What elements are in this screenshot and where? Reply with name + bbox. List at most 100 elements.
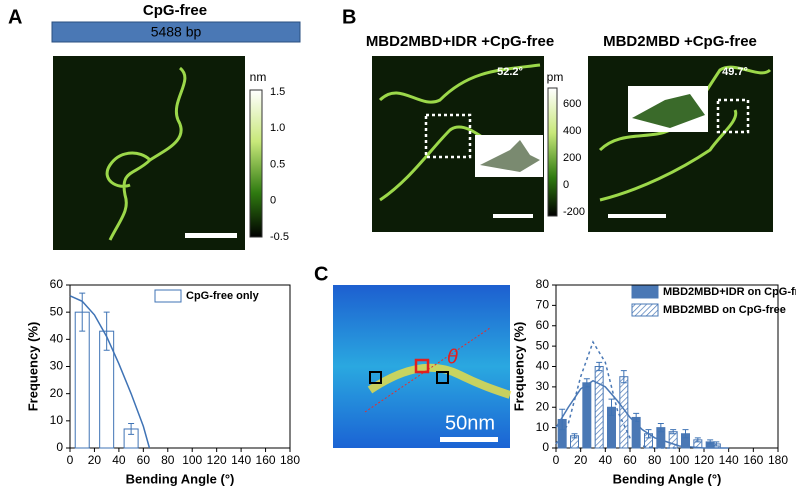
colorbar-label: 0 xyxy=(563,179,569,191)
x-tick-label: 120 xyxy=(207,453,227,467)
error-bar xyxy=(657,423,664,433)
error-bar xyxy=(620,370,627,384)
x-tick-label: 100 xyxy=(669,453,689,467)
error-bar xyxy=(128,423,135,435)
vertex-box xyxy=(436,371,449,384)
fit-curve xyxy=(555,379,729,449)
error-bar xyxy=(682,429,689,439)
guide-line xyxy=(364,327,491,413)
x-tick-label: 160 xyxy=(743,453,763,467)
x-tick-label: 60 xyxy=(137,453,151,467)
y-axis-label: Frequency (%) xyxy=(511,322,526,412)
x-tick-label: 0 xyxy=(553,453,560,467)
colorbar-label: 1.5 xyxy=(270,86,285,98)
legend-label: CpG-free only xyxy=(186,290,260,302)
y-tick-label: 30 xyxy=(50,359,64,373)
x-tick-label: 120 xyxy=(694,453,714,467)
x-tick-label: 20 xyxy=(88,453,102,467)
x-tick-label: 140 xyxy=(719,453,739,467)
dna-strand xyxy=(367,363,512,399)
unit: pm xyxy=(547,70,564,84)
length: 5488 bp xyxy=(151,24,202,40)
y-tick-label: 60 xyxy=(536,318,550,332)
legend-label: MBD2MBD on CpG-free xyxy=(663,304,786,316)
x-tick-label: 60 xyxy=(623,453,637,467)
y-tick-label: 10 xyxy=(536,420,550,434)
y-axis-label: Frequency (%) xyxy=(25,322,40,412)
bar xyxy=(74,311,90,449)
scale-bar xyxy=(185,233,237,238)
colorbar-label: 1.0 xyxy=(270,122,285,134)
x-tick-label: 140 xyxy=(231,453,251,467)
error-bar xyxy=(596,361,603,372)
bar xyxy=(582,382,592,449)
x-tick-label: 0 xyxy=(67,453,74,467)
y-tick-label: 50 xyxy=(536,338,550,352)
x-tick-label: 100 xyxy=(182,453,202,467)
colorbar-label: -200 xyxy=(563,206,585,218)
error-bar xyxy=(694,437,701,443)
error-bar xyxy=(713,441,720,447)
bar xyxy=(594,366,604,449)
x-axis-label: Bending Angle (°) xyxy=(613,471,722,486)
scale-bar xyxy=(608,214,666,218)
error-bar xyxy=(571,433,578,439)
x-tick-label: 20 xyxy=(574,453,588,467)
colorbar-label: 0 xyxy=(270,195,276,207)
x-tick-label: 160 xyxy=(256,453,276,467)
colorbar-label: -0.5 xyxy=(270,231,289,243)
legend-swatch xyxy=(631,285,659,299)
error-bar xyxy=(79,292,86,332)
error-bar xyxy=(103,311,110,351)
y-tick-label: 0 xyxy=(56,440,63,454)
vertex-box xyxy=(369,371,382,384)
colorbar-label: 200 xyxy=(563,152,581,164)
angle: 52.2° xyxy=(497,66,523,78)
y-tick-label: 40 xyxy=(536,359,550,373)
y-tick-label: 0 xyxy=(542,440,549,454)
afm-image xyxy=(588,56,773,232)
fit-curve xyxy=(69,295,151,449)
scale-label: 50nm xyxy=(445,412,495,434)
scale-bar xyxy=(440,437,498,442)
scale-bar xyxy=(493,214,533,218)
y-tick-label: 30 xyxy=(536,379,550,393)
error-bar xyxy=(608,398,615,416)
error-bar xyxy=(559,408,566,431)
colorbar xyxy=(547,87,558,217)
inset-surface xyxy=(632,94,705,128)
legend-swatch xyxy=(154,289,182,303)
error-bar xyxy=(670,429,677,435)
inset-surface xyxy=(480,140,540,172)
x-tick-label: 80 xyxy=(648,453,662,467)
x-tick-label: 180 xyxy=(768,453,788,467)
panel-label: C xyxy=(314,263,328,285)
y-tick-label: 20 xyxy=(50,386,64,400)
panel-label: A xyxy=(8,6,22,28)
dna-strand xyxy=(105,66,187,241)
angle: 49.7° xyxy=(722,66,748,78)
title: MBD2MBD+IDR +CpG-free xyxy=(366,33,554,50)
title: CpG-free xyxy=(143,2,207,19)
title: MBD2MBD +CpG-free xyxy=(603,33,757,50)
fit-curve xyxy=(555,340,680,449)
colorbar-label: 600 xyxy=(563,98,581,110)
x-tick-label: 180 xyxy=(280,453,300,467)
theta: θ xyxy=(447,346,458,368)
x-tick-label: 40 xyxy=(599,453,613,467)
y-tick-label: 80 xyxy=(536,277,550,291)
x-tick-label: 80 xyxy=(161,453,175,467)
vertex-box xyxy=(414,358,430,374)
y-tick-label: 50 xyxy=(50,304,64,318)
colorbar-label: 0.5 xyxy=(270,158,285,170)
y-tick-label: 70 xyxy=(536,298,550,312)
selection-box xyxy=(424,113,472,159)
unit: nm xyxy=(250,70,267,84)
colorbar-label: 400 xyxy=(563,125,581,137)
legend-label: MBD2MBD+IDR on CpG-free xyxy=(663,286,796,298)
dna-bar xyxy=(51,21,301,43)
colorbar xyxy=(249,89,263,238)
afm-image xyxy=(53,56,245,250)
panel-label: B xyxy=(342,6,356,28)
